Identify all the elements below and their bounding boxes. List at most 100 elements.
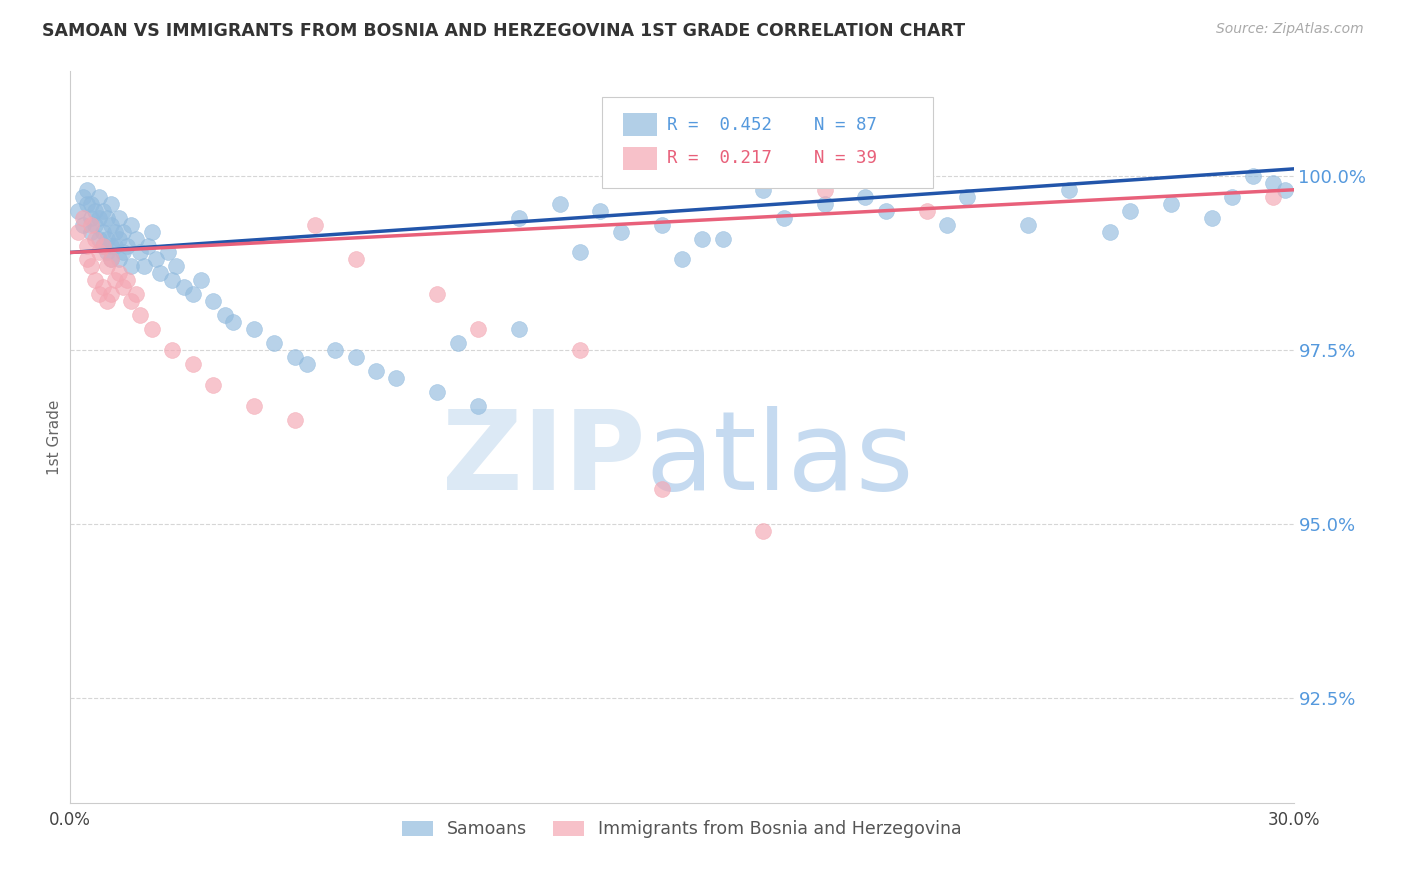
Text: R =  0.452    N = 87: R = 0.452 N = 87 — [668, 116, 877, 134]
Point — [132, 260, 155, 274]
Point — [173, 280, 195, 294]
Text: SAMOAN VS IMMIGRANTS FROM BOSNIA AND HERZEGOVINA 1ST GRADE CORRELATION CHART: SAMOAN VS IMMIGRANTS FROM BOSNIA AND HER… — [42, 22, 966, 40]
Point — [76, 238, 98, 252]
Point — [202, 377, 225, 392]
Point — [875, 203, 897, 218]
Point — [128, 308, 150, 322]
Point — [141, 225, 163, 239]
Point — [610, 225, 633, 239]
Point — [165, 260, 187, 274]
Point — [711, 231, 734, 245]
Point — [87, 211, 110, 225]
Point — [366, 364, 388, 378]
Point — [508, 211, 530, 225]
Point — [214, 308, 236, 322]
Point — [83, 231, 105, 245]
Point — [67, 225, 90, 239]
Point — [1119, 203, 1142, 218]
Point — [87, 287, 110, 301]
Point — [181, 357, 204, 371]
Point — [813, 183, 835, 197]
Bar — [623, 146, 658, 170]
Point — [87, 245, 110, 260]
Point — [141, 322, 163, 336]
Point — [91, 238, 114, 252]
Point — [83, 203, 105, 218]
Point — [96, 260, 118, 274]
Legend: Samoans, Immigrants from Bosnia and Herzegovina: Samoans, Immigrants from Bosnia and Herz… — [395, 814, 969, 846]
Point — [295, 357, 318, 371]
Point — [121, 260, 143, 274]
Point — [91, 203, 114, 218]
Point — [263, 336, 285, 351]
Point — [323, 343, 347, 357]
Point — [72, 211, 94, 225]
Point — [76, 196, 98, 211]
Point — [568, 343, 592, 357]
Point — [104, 273, 127, 287]
Point — [956, 190, 979, 204]
Y-axis label: 1st Grade: 1st Grade — [46, 400, 62, 475]
Text: R =  0.217    N = 39: R = 0.217 N = 39 — [668, 149, 877, 168]
Point — [121, 294, 143, 309]
Point — [117, 238, 139, 252]
Text: atlas: atlas — [645, 406, 914, 513]
Point — [121, 218, 143, 232]
Point — [752, 183, 775, 197]
Point — [96, 211, 118, 225]
Point — [79, 225, 103, 239]
Point — [124, 287, 146, 301]
Point — [385, 371, 408, 385]
Point — [1220, 190, 1243, 204]
Point — [96, 245, 118, 260]
Point — [83, 218, 105, 232]
Point — [752, 524, 775, 538]
Text: Source: ZipAtlas.com: Source: ZipAtlas.com — [1216, 22, 1364, 37]
Point — [773, 211, 796, 225]
Point — [96, 294, 118, 309]
Point — [108, 252, 131, 267]
Point — [162, 343, 183, 357]
Point — [284, 350, 307, 364]
Point — [104, 238, 127, 252]
Point — [72, 190, 94, 204]
Point — [426, 384, 449, 399]
Point — [145, 252, 167, 267]
Point — [79, 211, 103, 225]
Point — [692, 231, 714, 245]
Point — [447, 336, 470, 351]
Text: ZIP: ZIP — [441, 406, 645, 513]
Point — [76, 252, 98, 267]
Point — [157, 245, 180, 260]
Point — [100, 196, 122, 211]
Point — [426, 287, 449, 301]
Point — [243, 322, 266, 336]
Point — [1057, 183, 1080, 197]
Point — [202, 294, 225, 309]
Point — [112, 245, 135, 260]
Point — [1018, 218, 1040, 232]
Point — [72, 218, 94, 232]
Point — [1160, 196, 1182, 211]
Point — [76, 183, 98, 197]
Point — [508, 322, 530, 336]
Point — [467, 399, 489, 413]
Point — [112, 225, 135, 239]
Point — [548, 196, 571, 211]
Point — [108, 211, 131, 225]
FancyBboxPatch shape — [602, 97, 932, 188]
Point — [243, 399, 266, 413]
Point — [108, 266, 131, 280]
Point — [813, 196, 835, 211]
Point — [112, 280, 135, 294]
Point — [1263, 176, 1285, 190]
Point — [855, 190, 877, 204]
Point — [100, 218, 122, 232]
Point — [344, 252, 367, 267]
Point — [100, 238, 122, 252]
Point — [1263, 190, 1285, 204]
Point — [181, 287, 204, 301]
Point — [83, 273, 105, 287]
Point — [284, 412, 307, 426]
Point — [100, 252, 122, 267]
